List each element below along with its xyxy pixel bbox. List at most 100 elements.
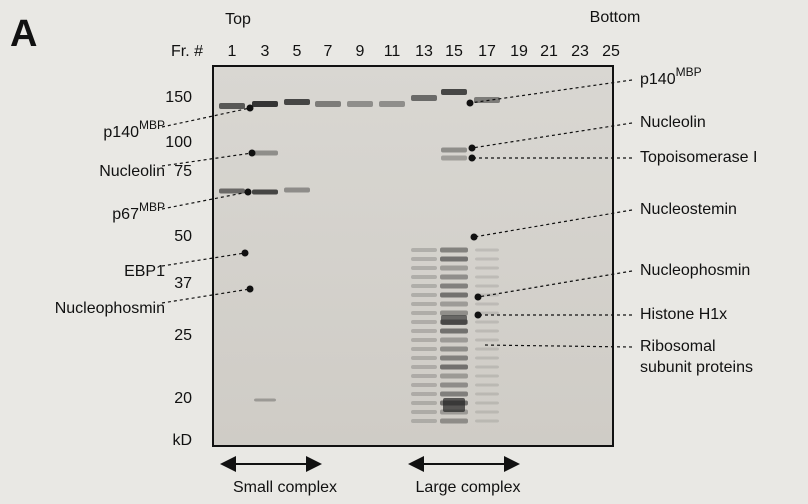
leader-dot	[246, 285, 254, 293]
mw-unit: kD	[172, 432, 192, 449]
protein-label: Nucleophosmin	[55, 300, 165, 317]
panel-label: A	[10, 13, 37, 55]
label-name: Nucleostemin	[640, 201, 737, 218]
fraction-number: 25	[602, 43, 620, 60]
leader-line	[471, 122, 633, 149]
gel-band	[440, 382, 468, 388]
protein-label: Ribosomal subunit proteins	[640, 338, 753, 376]
label-name: Nucleolin	[99, 163, 165, 180]
gel-band	[440, 301, 468, 307]
protein-label: Topoisomerase I	[640, 149, 757, 166]
gel-band	[411, 401, 437, 405]
gel-band	[440, 373, 468, 379]
leader-line	[161, 252, 246, 267]
gel-band	[411, 293, 437, 297]
mw-marker: 75	[174, 163, 192, 180]
protein-label: Histone H1x	[640, 306, 727, 323]
gel-band	[475, 356, 499, 360]
label-name: p140	[640, 71, 676, 88]
protein-label: Nucleophosmin	[640, 262, 750, 279]
gel-band	[475, 401, 499, 405]
gel-band	[475, 338, 499, 342]
label-name: Histone H1x	[640, 306, 727, 323]
gel-band	[219, 188, 245, 194]
leader-dot	[241, 249, 249, 257]
gel-band	[411, 410, 437, 414]
protein-label: Nucleolin	[99, 163, 165, 180]
label-sup: MBP	[676, 65, 702, 79]
leader-dot	[474, 293, 482, 301]
gel-band	[440, 364, 468, 370]
fraction-number: 7	[324, 43, 333, 60]
gel-band	[475, 248, 499, 252]
leader-dot	[246, 104, 254, 112]
gel-band	[440, 274, 468, 280]
bottom-label: Bottom	[590, 9, 641, 26]
fraction-number: 1	[228, 43, 237, 60]
gel-band	[440, 346, 468, 352]
gel-band	[441, 147, 467, 153]
gel-band	[440, 247, 468, 253]
gel-band	[254, 398, 276, 402]
gel-band	[441, 89, 467, 95]
gel	[212, 65, 614, 447]
gel-band	[411, 392, 437, 396]
fraction-number: 17	[478, 43, 496, 60]
fraction-number: 15	[445, 43, 463, 60]
leader-line	[473, 209, 633, 238]
mw-marker: 37	[174, 275, 192, 292]
gel-band	[411, 329, 437, 333]
gel-band	[440, 310, 468, 316]
gel-band	[219, 103, 245, 109]
leader-dot	[474, 311, 482, 319]
gel-band	[475, 365, 499, 369]
gel-band	[475, 347, 499, 351]
leader-dot	[248, 149, 256, 157]
gel-band	[411, 356, 437, 360]
label-name: p140	[103, 124, 139, 141]
gel-band	[475, 374, 499, 378]
fraction-number: 21	[540, 43, 558, 60]
gel-band	[411, 419, 437, 423]
leader-line	[477, 270, 633, 298]
gel-band	[475, 383, 499, 387]
gel-band	[475, 329, 499, 333]
leader-line	[161, 288, 251, 304]
gel-band	[411, 248, 437, 252]
gel-band	[411, 383, 437, 387]
gel-band	[252, 189, 278, 195]
gel-band	[411, 374, 437, 378]
gel-band	[440, 337, 468, 343]
label-line2: subunit proteins	[640, 359, 753, 376]
fraction-number: 11	[384, 43, 401, 60]
mw-marker: 50	[174, 228, 192, 245]
gel-band	[347, 101, 373, 107]
gel-band	[475, 284, 499, 288]
label-name: Nucleophosmin	[55, 300, 165, 317]
gel-band	[475, 266, 499, 270]
label-name: p67	[112, 206, 139, 223]
gel-band	[411, 257, 437, 261]
leader-dot	[244, 188, 252, 196]
label-sup: MBP	[139, 118, 165, 132]
leader-line	[482, 344, 633, 348]
fraction-number: 5	[293, 43, 302, 60]
gel-band	[440, 328, 468, 334]
mw-marker: 25	[174, 327, 192, 344]
complex-label: Small complex	[233, 479, 337, 496]
label-name: EBP1	[124, 263, 165, 280]
gel-band	[411, 95, 437, 101]
gel-band	[411, 275, 437, 279]
label-name: Ribosomal	[640, 338, 716, 355]
top-label: Top	[225, 11, 251, 28]
fraction-number: 3	[261, 43, 270, 60]
label-name: Topoisomerase I	[640, 149, 757, 166]
fraction-number: 23	[571, 43, 589, 60]
gel-bands	[219, 89, 500, 424]
label-sup: MBP	[139, 200, 165, 214]
protein-label: p67MBP	[112, 200, 165, 223]
gel-band	[411, 266, 437, 270]
leader-dot	[466, 99, 474, 107]
gel-band	[440, 256, 468, 262]
